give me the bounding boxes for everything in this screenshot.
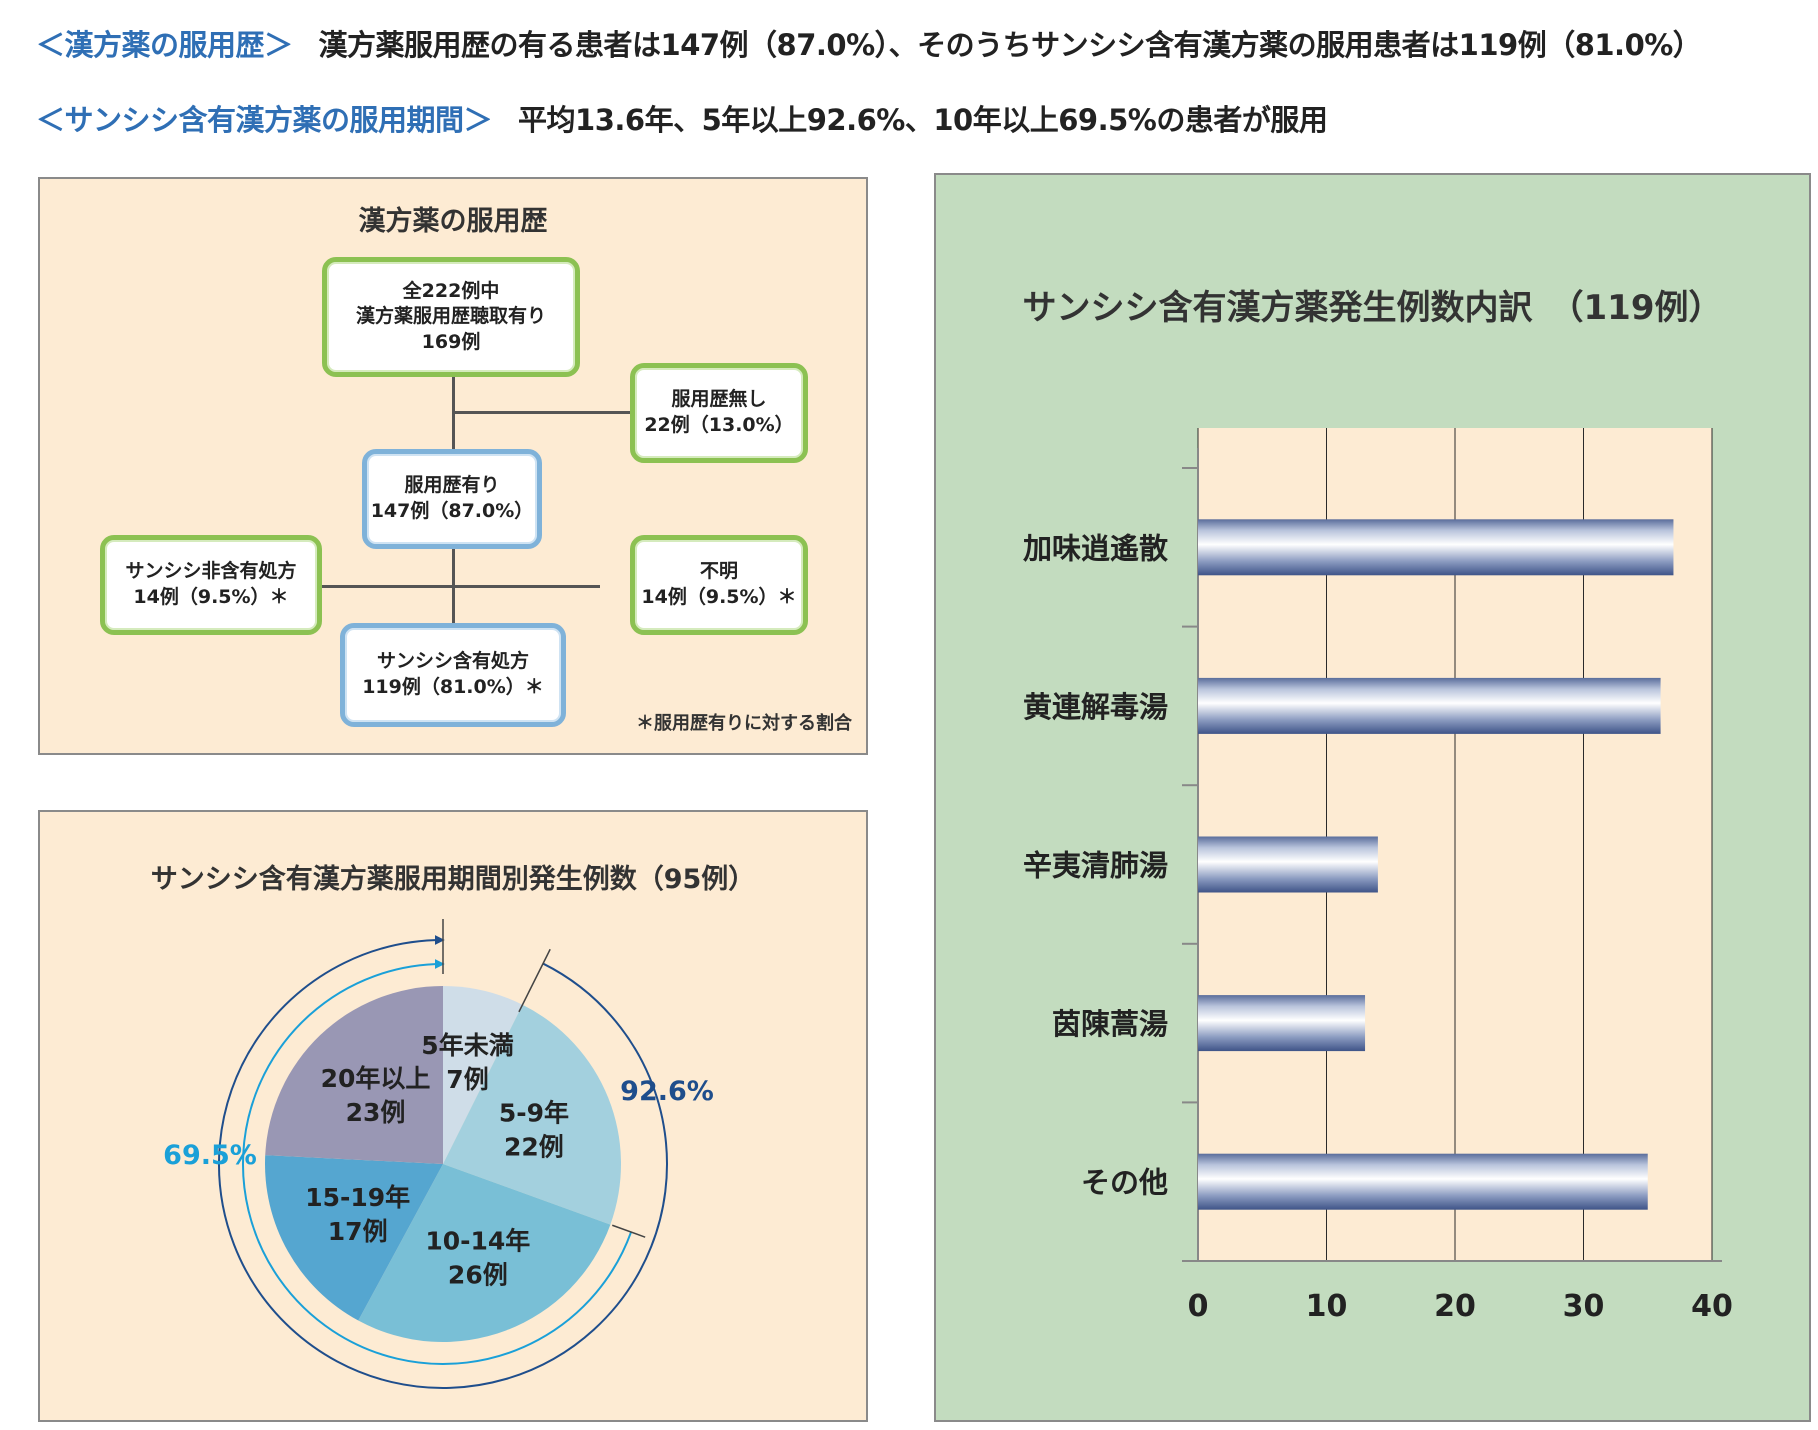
flow-sanshishi-line2: 119例（81.0%）＊ [362,676,544,698]
flow-connector-none [453,411,633,414]
flow-sanshishi-line1: サンシシ含有処方 [376,650,529,673]
flow-box-non-sanshishi: サンシシ非含有処方 14例（9.5%）＊ [100,535,322,635]
flow-total-line3: 169例 [421,330,481,353]
bar-category-label: 加味逍遙散 [1023,531,1168,565]
flow-unknown-line2: 14例（9.5%）＊ [641,586,797,608]
pie-slice-3 [265,1155,443,1321]
bar-tick-label: 20 [1434,1289,1476,1324]
summary-text-duration: 平均13.6年、5年以上92.6%、10年以上69.5%の患者が服用 [518,103,1328,137]
bar-bars [1198,519,1674,1210]
flow-none-line2: 22例（13.0%） [644,414,794,436]
summary-label-duration: ＜サンシシ含有漢方薬の服用期間＞ [36,103,493,137]
summary-text-history: 漢方薬服用歴の有る患者は147例（87.0%）、そのうちサンシシ含有漢方薬の服用… [318,28,1702,62]
bar-3 [1198,995,1366,1052]
pie-slice-1 [443,1004,621,1225]
pie-slice-count-0: 7例 [446,1065,488,1094]
pie-annotation-arcs [218,919,668,1389]
flow-total-line2: 漢方薬服用歴聴取有り [355,305,546,328]
pie-annotation-92-6: 92.6% [620,1076,714,1107]
pie-slice-count-1: 22例 [504,1133,564,1162]
flow-box-yes: 服用歴有り 147例（87.0%） [362,449,542,549]
flow-box-none: 服用歴無し 22例（13.0%） [630,363,808,463]
bar-tick-label: 10 [1306,1289,1348,1324]
flow-footnote: ＊服用歴有りに対する割合 [636,713,852,734]
pie-tick-10yr [612,1224,646,1238]
flow-total-line1: 全222例中 [402,279,500,302]
flow-non-sanshishi-line2: 14例（9.5%）＊ [133,586,289,608]
bar-title: サンシシ含有漢方薬発生例数内訳 （119例） [1022,288,1723,328]
summary-label-history: ＜漢方薬の服用歴＞ [36,28,293,62]
flow-non-sanshishi-line1: サンシシ非含有処方 [125,560,297,583]
flow-title: 漢方薬の服用歴 [358,206,548,237]
pie-slice-name-0: 5年未満 [421,1031,513,1060]
pie-slices [265,986,621,1342]
pie-slice-name-3: 15-19年 [305,1183,410,1212]
pie-arc-light [242,959,633,1365]
pie-slice-count-2: 26例 [448,1260,508,1289]
bar-panel: サンシシ含有漢方薬発生例数内訳 （119例） 加味逍遙散黄連解毒湯辛夷清肺湯茵陳… [934,173,1811,1422]
pie-slice-name-2: 10-14年 [425,1226,530,1255]
pie-slice-name-1: 5-9年 [499,1099,569,1128]
flow-yes-line1: 服用歴有り [404,474,500,497]
bar-tick-label: 40 [1691,1289,1733,1324]
bar-category-label: 黄連解毒湯 [1023,690,1168,724]
flow-box-unknown: 不明 14例（9.5%）＊ [630,535,808,635]
bar-category-label: その他 [1081,1166,1168,1200]
bar-tick-labels: 0 10 20 30 40 [1188,1289,1733,1324]
bar-4 [1198,1153,1648,1210]
summary-line-duration: ＜サンシシ含有漢方薬の服用期間＞ 平均13.6年、5年以上92.6%、10年以上6… [36,97,1328,139]
pie-slice-0 [443,986,523,1164]
bar-tick-label: 0 [1188,1289,1209,1324]
pie-labels: 5年未満 7例 5-9年 22例 10-14年 26例 15-19年 17例 20年以上 23例 [305,1031,569,1289]
pie-tick-5yr [518,948,551,1013]
pie-annotation-69-5: 69.5% [163,1140,257,1171]
pie-panel: サンシシ含有漢方薬服用期間別発生例数（95例） 5年未満 7例 5-9年 22例 10-… [38,810,868,1422]
bar-1 [1198,677,1661,734]
flow-panel: 漢方薬の服用歴 全222例中 漢方薬服用歴聴取有り 169例 服用歴無し 22例… [38,177,868,755]
flow-box-total: 全222例中 漢方薬服用歴聴取有り 169例 [322,257,580,377]
flow-box-sanshishi: サンシシ含有処方 119例（81.0%）＊ [340,623,566,727]
flow-yes-line2: 147例（87.0%） [370,500,534,522]
pie-slice-name-4: 20年以上 [321,1064,431,1093]
pie-chart: 5年未満7例5-9年22例10-14年26例15-19年17例20年以上23例 … [163,919,714,1389]
bar-category-label: 辛夷清肺湯 [1023,849,1168,883]
pie-slice-count-4: 23例 [346,1098,406,1127]
bar-2 [1198,836,1378,893]
flow-connector-sides [310,585,600,588]
flow-unknown-line1: 不明 [699,560,738,583]
pie-arc-dark [218,935,668,1389]
pie-slice-2 [358,1164,611,1342]
summary-line-history: ＜漢方薬の服用歴＞ 漢方薬服用歴の有る患者は147例（87.0%）、そのうちサンシ… [36,22,1702,64]
pie-title: サンシシ含有漢方薬服用期間別発生例数（95例） [150,864,756,895]
pie-slice-4 [265,986,443,1164]
bar-0 [1198,519,1674,576]
bar-tick-label: 30 [1563,1289,1605,1324]
bar-category-label: 茵陳蒿湯 [1052,1007,1168,1041]
pie-slice-count-3: 17例 [328,1217,388,1246]
flow-none-line1: 服用歴無し [671,388,767,411]
